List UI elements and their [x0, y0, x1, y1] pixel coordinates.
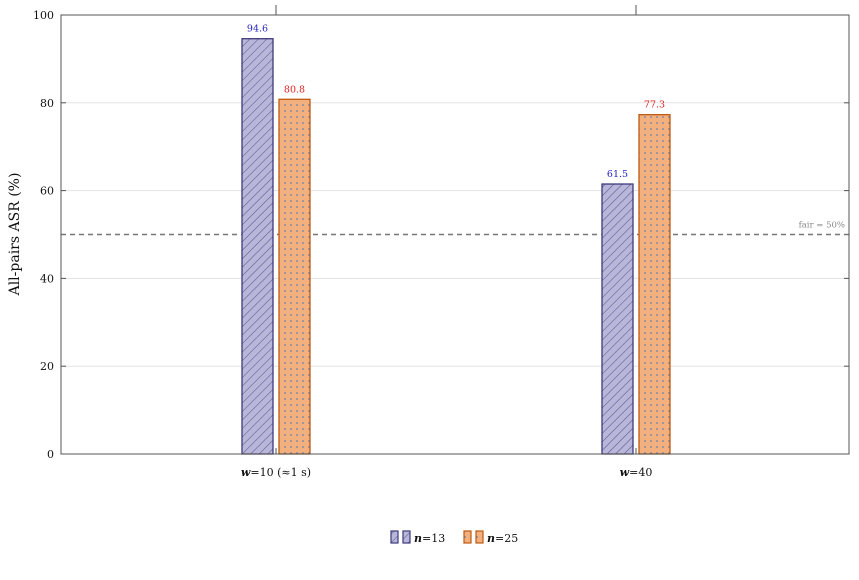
legend-swatch — [390, 530, 399, 544]
bar — [278, 98, 311, 455]
bar — [601, 183, 634, 455]
y-tick-label: 100 — [33, 9, 54, 22]
reference-line-label: fair = 50% — [799, 221, 845, 231]
bar — [241, 38, 274, 455]
y-axis: 0 20 40 60 80 100 — [33, 9, 849, 461]
data-label: 77.3 — [644, 100, 665, 111]
legend-label: n=25 — [487, 532, 518, 545]
y-axis-title: All-pairs ASR (%) — [7, 173, 23, 297]
bars-group: 94.6 61.5 80.8 77.3 — [241, 24, 671, 455]
legend-swatch — [463, 530, 472, 544]
legend: n=13 n=25 — [390, 530, 518, 545]
bar — [638, 114, 671, 455]
x-tick-label: w=40 — [620, 466, 653, 479]
grid-lines — [61, 102, 849, 367]
legend-swatch — [475, 530, 484, 544]
x-axis: w=10 (≈1 s) w=40 — [241, 5, 652, 479]
legend-swatch — [402, 530, 411, 544]
x-tick-label: w=10 (≈1 s) — [241, 466, 311, 479]
y-tick-label: 40 — [40, 272, 54, 285]
reference-line-group: fair = 50% — [61, 221, 849, 236]
data-label: 94.6 — [247, 24, 268, 35]
y-tick-label: 20 — [40, 360, 54, 373]
data-label: 61.5 — [607, 169, 628, 180]
y-tick-label: 80 — [40, 97, 54, 110]
y-tick-label: 0 — [47, 448, 54, 461]
data-label: 80.8 — [284, 84, 305, 95]
plot-frame — [60, 14, 850, 455]
legend-label: n=13 — [414, 532, 445, 545]
plot-border — [60, 14, 850, 455]
y-tick-label: 60 — [40, 185, 54, 198]
